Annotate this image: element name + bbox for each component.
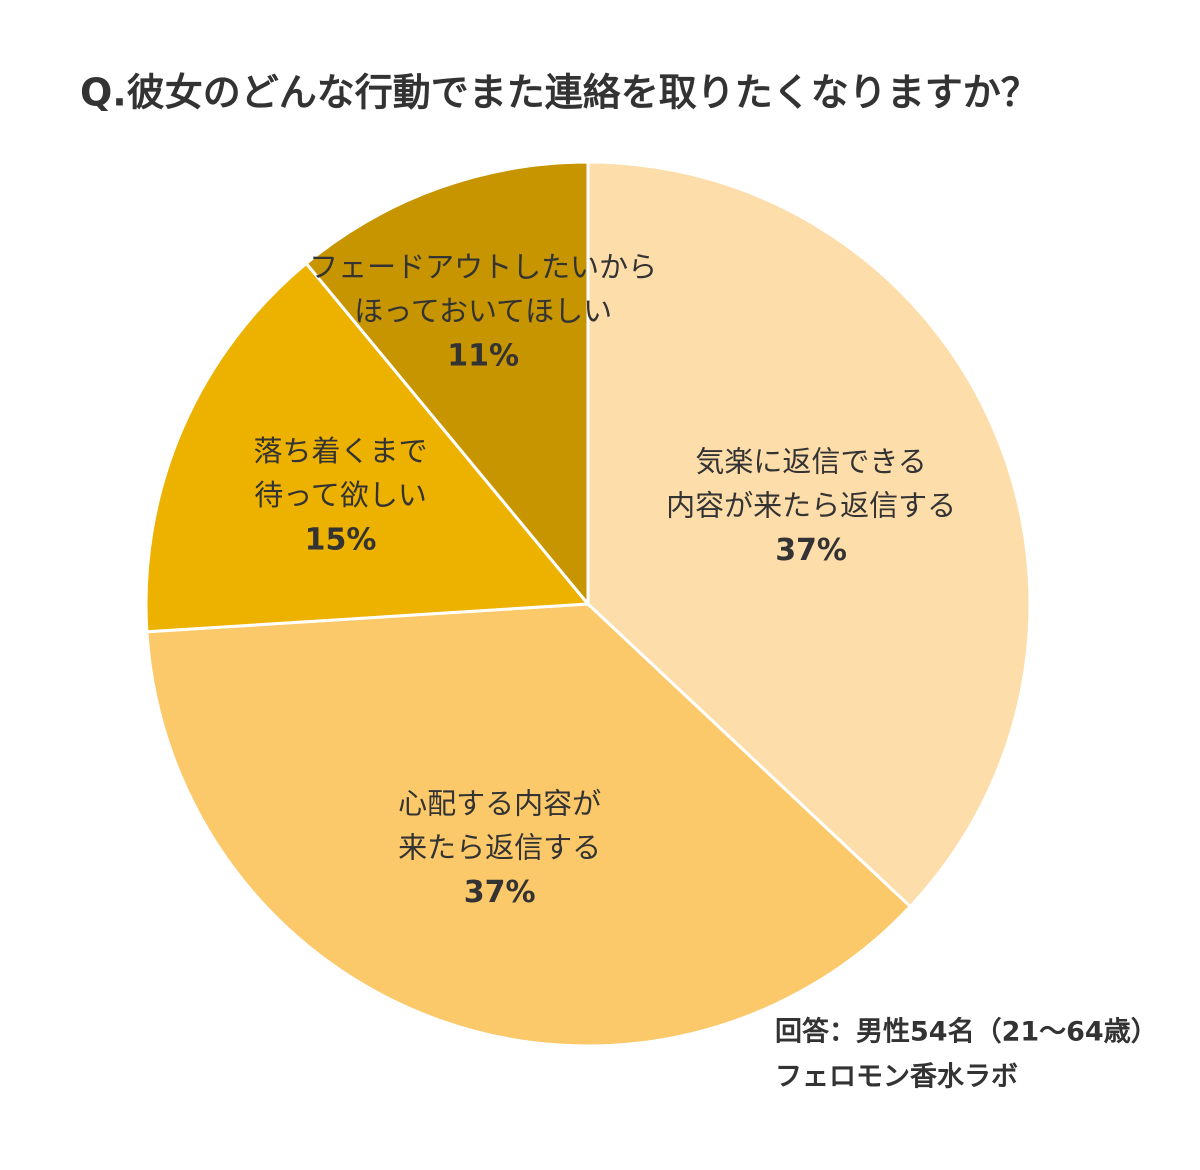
- slice-label: 待って欲しい: [254, 478, 427, 512]
- pie-slice: [304, 160, 590, 609]
- pie-slice: [145, 602, 913, 1048]
- slice-label: 心配する内容が: [398, 786, 601, 820]
- slice-label: 落ち着くまで: [254, 434, 428, 468]
- chart-title: Q.彼女のどんな行動でまた連絡を取りたくなりますか？: [80, 71, 1039, 115]
- slice-label: フェードアウトしたいから: [309, 250, 657, 284]
- value-label: 37%: [464, 875, 536, 910]
- slice-label: ほっておいてほしい: [354, 294, 612, 328]
- footnote: 回答：男性54名（21～64歳）: [775, 1016, 1158, 1048]
- slice-label: 内容が来たら返信する: [666, 488, 956, 522]
- slice-label: 気楽に返信できる: [695, 444, 926, 478]
- footnote: フェロモン香水ラボ: [775, 1062, 1018, 1093]
- slice-label: 来たら返信する: [398, 830, 601, 864]
- value-label: 37%: [775, 533, 847, 568]
- value-label: 11%: [447, 338, 519, 373]
- pie-slice: [586, 160, 1032, 909]
- pie-slice: [144, 261, 592, 634]
- value-label: 15%: [305, 522, 377, 557]
